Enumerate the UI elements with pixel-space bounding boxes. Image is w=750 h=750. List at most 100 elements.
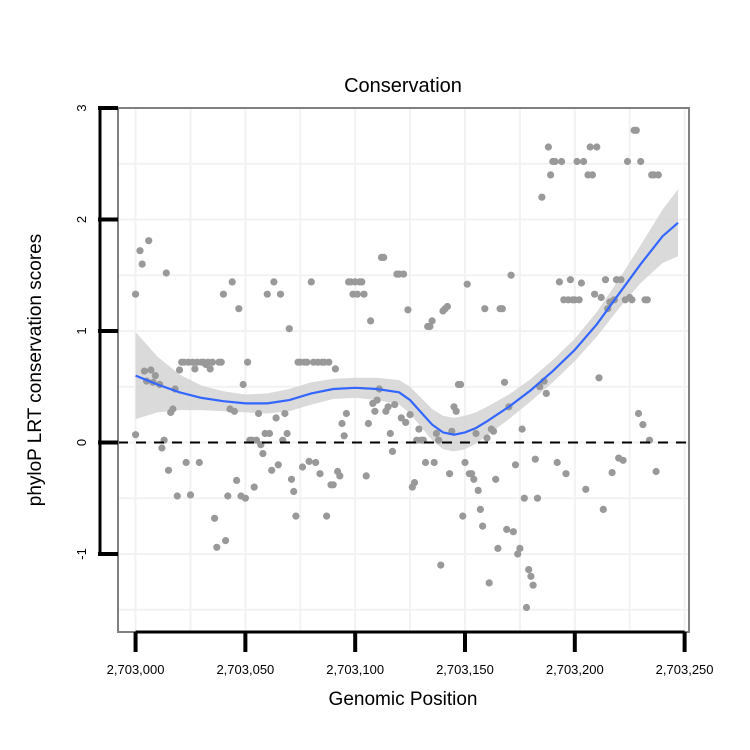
data-point bbox=[476, 505, 484, 513]
confidence-ribbon bbox=[135, 189, 679, 452]
data-point bbox=[544, 143, 553, 151]
data-point bbox=[555, 278, 564, 286]
data-point bbox=[268, 466, 276, 474]
data-point bbox=[230, 407, 238, 415]
data-point bbox=[222, 537, 230, 545]
data-point bbox=[479, 522, 487, 530]
data-point bbox=[421, 458, 430, 467]
data-point bbox=[430, 458, 438, 467]
chart-title: Conservation bbox=[344, 75, 462, 97]
data-point bbox=[274, 461, 282, 469]
data-point bbox=[511, 461, 520, 469]
data-point bbox=[360, 290, 368, 298]
data-point bbox=[435, 436, 443, 444]
data-point bbox=[503, 525, 511, 534]
data-point bbox=[410, 479, 419, 487]
data-point bbox=[272, 414, 280, 422]
data-point bbox=[404, 306, 412, 314]
data-point bbox=[551, 157, 559, 166]
data-point bbox=[639, 421, 647, 429]
data-point bbox=[514, 550, 522, 558]
data-point bbox=[233, 476, 241, 484]
data-point bbox=[531, 455, 539, 463]
data-point bbox=[147, 366, 155, 374]
data-point bbox=[213, 543, 221, 551]
smooth-line bbox=[135, 221, 679, 436]
data-point bbox=[459, 512, 467, 520]
data-point bbox=[329, 481, 337, 489]
data-point bbox=[406, 411, 414, 419]
data-point bbox=[151, 372, 159, 380]
x-tick-label: 2,703,100 bbox=[326, 662, 384, 677]
data-point bbox=[533, 494, 542, 502]
data-point bbox=[573, 157, 581, 166]
x-axis-label: Genomic Position bbox=[329, 689, 478, 710]
x-tick-label: 2,703,150 bbox=[436, 662, 494, 677]
data-point bbox=[617, 276, 625, 284]
data-point bbox=[601, 276, 610, 284]
data-point bbox=[595, 374, 603, 382]
data-point bbox=[588, 171, 597, 179]
data-point bbox=[140, 367, 148, 375]
data-point bbox=[158, 444, 166, 452]
data-point bbox=[577, 279, 586, 287]
data-point bbox=[522, 603, 531, 612]
data-point bbox=[509, 528, 517, 536]
data-point bbox=[586, 143, 594, 151]
data-point bbox=[259, 450, 267, 458]
data-point bbox=[283, 429, 291, 438]
data-point bbox=[287, 475, 296, 483]
data-point bbox=[292, 512, 300, 520]
y-tick-label: 1 bbox=[74, 327, 89, 334]
data-point bbox=[175, 366, 184, 374]
data-point bbox=[652, 467, 660, 476]
data-point bbox=[402, 418, 410, 426]
y-tick-label: 2 bbox=[74, 216, 89, 223]
data-point bbox=[472, 429, 480, 438]
data-point bbox=[224, 492, 232, 500]
data-point bbox=[637, 157, 645, 166]
data-point bbox=[252, 436, 260, 444]
data-point bbox=[132, 290, 140, 298]
data-point bbox=[558, 157, 566, 166]
data-point bbox=[391, 401, 399, 409]
data-point bbox=[250, 483, 258, 491]
data-point bbox=[239, 380, 247, 389]
data-point bbox=[316, 470, 324, 478]
data-point bbox=[191, 365, 199, 373]
data-point bbox=[281, 409, 289, 418]
data-point bbox=[353, 290, 361, 298]
data-point bbox=[538, 193, 546, 201]
data-point bbox=[138, 260, 146, 268]
data-point bbox=[457, 380, 465, 389]
data-point bbox=[632, 126, 640, 134]
data-point bbox=[169, 405, 177, 413]
data-point bbox=[399, 270, 408, 278]
data-point bbox=[489, 427, 498, 435]
data-point bbox=[173, 492, 181, 500]
data-point bbox=[461, 458, 469, 467]
data-point bbox=[182, 458, 190, 467]
data-point bbox=[211, 514, 219, 522]
data-point bbox=[338, 419, 346, 428]
data-point bbox=[367, 317, 375, 325]
data-point bbox=[255, 409, 263, 418]
data-point bbox=[323, 512, 331, 520]
data-point bbox=[270, 278, 278, 286]
data-point bbox=[562, 470, 570, 478]
data-point bbox=[553, 458, 561, 467]
data-point bbox=[186, 491, 195, 499]
data-point bbox=[331, 365, 339, 373]
data-point bbox=[325, 358, 333, 366]
data-point bbox=[483, 434, 491, 442]
y-tick-label: 3 bbox=[74, 104, 89, 111]
data-point bbox=[364, 419, 372, 428]
data-point bbox=[312, 458, 320, 467]
data-point bbox=[195, 458, 203, 467]
data-point bbox=[470, 475, 478, 483]
data-point bbox=[219, 290, 227, 298]
data-point bbox=[136, 247, 144, 255]
data-point bbox=[397, 414, 405, 422]
data-point bbox=[145, 237, 153, 245]
